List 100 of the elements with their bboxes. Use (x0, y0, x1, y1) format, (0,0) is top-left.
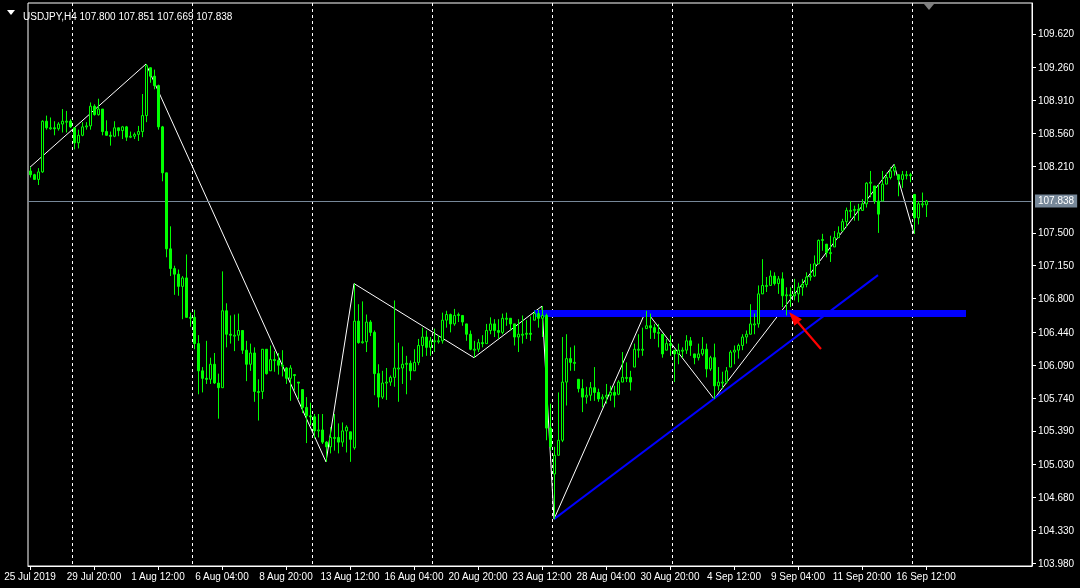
candlestick (913, 193, 916, 235)
candlestick (433, 328, 436, 353)
x-tick-label: 9 Sep 04:00 (771, 570, 826, 582)
y-tick-label: 108.560 (1038, 127, 1075, 139)
y-tick-label: 105.030 (1038, 459, 1075, 471)
x-tick-label: 30 Aug 20:00 (640, 570, 700, 582)
candlestick (521, 314, 524, 345)
x-tick-label: 25 Jul 2019 (4, 570, 57, 582)
candlestick (401, 345, 404, 385)
candlestick (61, 108, 64, 133)
candlestick (289, 364, 292, 402)
candlestick (397, 342, 400, 403)
candlestick (589, 381, 592, 402)
y-tick-label: 104.330 (1038, 524, 1075, 536)
candlestick (581, 378, 584, 413)
candlestick (337, 422, 340, 454)
candlestick (89, 101, 92, 131)
y-tick-label: 106.440 (1038, 326, 1075, 338)
candlestick (101, 108, 104, 136)
ref-line-label: 107.838 (1038, 195, 1075, 207)
candlestick (441, 312, 444, 345)
candlestick (425, 329, 428, 357)
candlestick (321, 413, 324, 445)
x-tick-label: 13 Aug 12:00 (320, 570, 380, 582)
candlestick (781, 271, 784, 308)
candlestick (409, 360, 412, 381)
candlestick (517, 318, 520, 353)
candlestick (393, 299, 396, 388)
candlestick (685, 334, 688, 355)
candlestick (345, 424, 348, 453)
candlestick (605, 383, 608, 405)
y-tick-label: 105.390 (1038, 425, 1075, 437)
y-tick-label: 106.800 (1038, 293, 1075, 305)
x-tick-label: 6 Aug 04:00 (195, 570, 250, 582)
candlestick (233, 314, 236, 352)
x-tick-label: 1 Aug 12:00 (131, 570, 186, 582)
candlestick (313, 413, 316, 439)
x-tick-label: 29 Jul 20:00 (66, 570, 122, 582)
y-tick-label: 109.260 (1038, 62, 1075, 74)
candlestick (405, 355, 408, 395)
y-tick-label: 108.910 (1038, 95, 1075, 107)
candlestick (865, 181, 868, 209)
candlestick (385, 367, 388, 401)
candlestick (485, 323, 488, 345)
x-tick-label: 16 Aug 04:00 (384, 570, 444, 582)
candlestick (629, 370, 632, 392)
x-tick-label: 28 Aug 04:00 (576, 570, 636, 582)
candlestick (705, 343, 708, 378)
candlestick (181, 275, 184, 320)
candlestick (797, 282, 800, 303)
candlestick (793, 278, 796, 301)
candlestick (613, 385, 616, 408)
candlestick (277, 352, 280, 376)
candlestick (845, 207, 848, 228)
candlestick (649, 313, 652, 340)
candlestick (529, 315, 532, 342)
y-tick-label: 107.500 (1038, 227, 1075, 239)
candlestick (429, 336, 432, 357)
y-tick-label: 109.620 (1038, 28, 1075, 40)
candlestick (77, 129, 80, 149)
candlestick (497, 318, 500, 340)
candlestick (361, 300, 364, 345)
candlestick (829, 235, 832, 263)
candlestick (341, 421, 344, 448)
y-tick-label: 104.680 (1038, 492, 1075, 503)
candlestick (789, 286, 792, 308)
x-tick-label: 16 Sep 12:00 (896, 570, 957, 582)
candlestick (749, 303, 752, 335)
candlestick (333, 413, 336, 452)
candlestick (213, 352, 216, 385)
candlestick (673, 349, 676, 383)
x-tick-label: 11 Sep 20:00 (832, 570, 892, 582)
candlestick (661, 333, 664, 359)
y-tick-label: 108.210 (1038, 160, 1075, 172)
candlestick (897, 174, 900, 197)
candlestick (205, 340, 208, 385)
candlestick (625, 361, 628, 383)
candlestick (669, 334, 672, 357)
candlestick (301, 389, 304, 414)
text: USDJPY,H4 107.800 107.851 107.669 107.838 (23, 10, 233, 22)
y-tick-label: 103.980 (1038, 557, 1075, 569)
candlestick (657, 323, 660, 348)
y-tick-label: 106.090 (1038, 359, 1075, 371)
candlestick (365, 314, 368, 353)
candlestick (269, 344, 272, 372)
candlestick (733, 344, 736, 365)
candlestick (49, 116, 52, 131)
candlestick (525, 319, 528, 340)
candlestick (65, 110, 68, 133)
candlestick (689, 336, 692, 357)
candlestick (641, 327, 644, 357)
candlestick (877, 183, 880, 234)
x-tick-label: 23 Aug 12:00 (512, 570, 572, 582)
candlestick (633, 343, 636, 368)
candlestick (501, 313, 504, 335)
candlestick (413, 348, 416, 372)
x-tick-label: 8 Aug 20:00 (259, 570, 314, 582)
candlestick (273, 350, 276, 373)
candlestick (329, 426, 332, 454)
y-tick-label: 105.740 (1038, 392, 1075, 404)
